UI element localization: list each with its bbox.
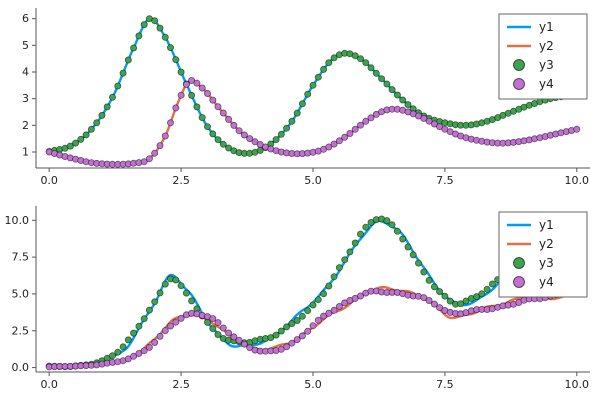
y-tick-label: 1: [22, 146, 29, 159]
series-y4-markers: [45, 286, 581, 371]
x-tick-label: 10.0: [565, 378, 590, 391]
x-tick-label: 7.5: [436, 174, 454, 187]
series-y4-markers: [45, 77, 581, 168]
legend-y3-label: y3: [539, 58, 554, 72]
x-tick-label: 2.5: [172, 378, 190, 391]
legend-entry-y1: y1: [507, 218, 554, 232]
legend-y1-label: y1: [539, 218, 554, 232]
x-tick-label: 5.0: [304, 378, 322, 391]
y-tick-label: 10.0: [5, 214, 30, 227]
legend-y1-label: y1: [539, 20, 554, 34]
x-tick-label: 0.0: [40, 378, 58, 391]
y-tick-label: 5.0: [12, 287, 30, 300]
legend-y4-marker-swatch: [513, 78, 525, 90]
x-tick-label: 5.0: [304, 174, 322, 187]
x-tick-label: 10.0: [565, 174, 590, 187]
subplot-top: 0.0 2.5 5.0 7.5 10.0 1 2 3 4 5 6 y1 y2 y3 y4: [22, 8, 590, 187]
legend-entry-y2: y2: [507, 237, 554, 251]
x-tick-label: 0.0: [40, 174, 58, 187]
legend-entry-y1: y1: [507, 20, 554, 34]
y-tick-label: 7.5: [12, 251, 30, 264]
y-tick-label: 5: [22, 39, 29, 52]
legend-y2-label: y2: [539, 237, 554, 251]
y-tick-label: 3: [22, 92, 29, 105]
plot-area: [45, 215, 581, 371]
legend-entry-y2: y2: [507, 39, 554, 53]
plot-area: [45, 15, 581, 168]
legend-y3-marker-swatch: [513, 59, 525, 71]
legend-y4-label: y4: [539, 77, 554, 91]
legend-y3-label: y3: [539, 256, 554, 270]
y-tick-label: 6: [22, 12, 29, 25]
legend: y1 y2 y3 y4: [498, 211, 588, 298]
y-tick-label: 2: [22, 119, 29, 132]
x-tick-label: 2.5: [172, 174, 190, 187]
x-tick-label: 7.5: [436, 378, 454, 391]
legend-y3-marker-swatch: [513, 257, 525, 269]
y-tick-label: 0.0: [12, 361, 30, 374]
series-y1-line: [48, 219, 577, 368]
y-tick-label: 2.5: [12, 324, 30, 337]
legend-entry-y3: y3: [513, 58, 554, 72]
legend-y4-marker-swatch: [513, 276, 525, 288]
legend-entry-y4: y4: [513, 275, 554, 289]
legend-entry-y4: y4: [513, 77, 554, 91]
subplot-bottom: 0.0 2.5 5.0 7.5 10.0 0.0 2.5 5.0 7.5 10.0 y1 y2 y3 y4: [5, 206, 590, 391]
legend-y4-label: y4: [539, 275, 554, 289]
legend-entry-y3: y3: [513, 256, 554, 270]
legend-y2-label: y2: [539, 39, 554, 53]
legend: y1 y2 y3 y4: [498, 13, 588, 100]
y-tick-label: 4: [22, 66, 29, 79]
